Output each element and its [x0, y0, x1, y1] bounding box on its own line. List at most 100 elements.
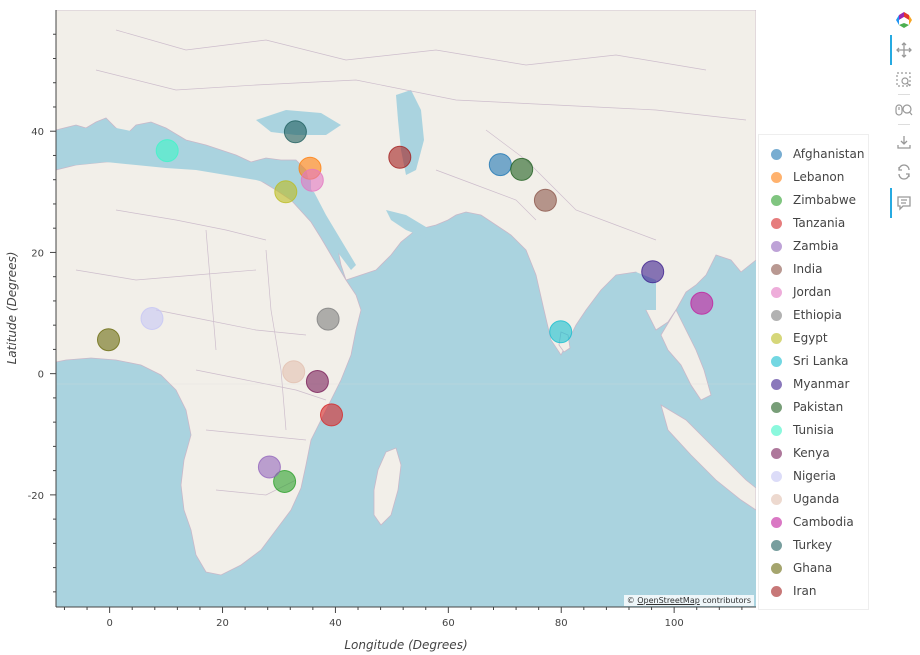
osm-link[interactable]: OpenStreetMap — [637, 596, 700, 605]
x-tick-label: 20 — [216, 618, 229, 629]
point-pakistan[interactable] — [510, 157, 534, 181]
legend-label: Kenya — [793, 446, 830, 460]
point-cambodia[interactable] — [690, 291, 714, 315]
legend-item-ethiopia[interactable]: Ethiopia — [771, 305, 842, 325]
map-plot-area[interactable]: © OpenStreetMap contributors — [56, 10, 756, 607]
legend-swatch — [771, 286, 782, 298]
legend-item-jordan[interactable]: Jordan — [771, 282, 831, 302]
pan-active-indicator — [890, 35, 892, 65]
point-myanmar[interactable] — [641, 260, 665, 284]
legend-swatch — [771, 217, 782, 229]
legend-swatch — [771, 562, 782, 574]
legend-label: Cambodia — [793, 515, 854, 529]
sea-mediterranean — [56, 128, 311, 195]
attribution-prefix: © — [626, 596, 638, 605]
point-iran[interactable] — [388, 145, 412, 169]
legend-label: India — [793, 262, 823, 276]
legend-swatch — [771, 585, 782, 597]
hover-tool-icon[interactable] — [894, 193, 914, 213]
x-tick-label: 0 — [106, 618, 112, 629]
land-sumatra — [660, 404, 756, 511]
legend-label: Pakistan — [793, 400, 844, 414]
legend-label: Uganda — [793, 492, 840, 506]
point-india[interactable] — [533, 188, 557, 212]
y-tick-label: -20 — [28, 491, 44, 502]
legend-swatch — [771, 355, 782, 367]
legend-item-sri-lanka[interactable]: Sri Lanka — [771, 351, 848, 371]
legend-label: Egypt — [793, 331, 828, 345]
pan-tool-icon[interactable] — [894, 40, 914, 60]
x-ticks: 0 20 40 60 80 100 — [63, 607, 743, 629]
legend-label: Tanzania — [793, 216, 846, 230]
legend-label: Afghanistan — [793, 147, 865, 161]
legend-item-ghana[interactable]: Ghana — [771, 558, 832, 578]
point-zimbabwe[interactable] — [273, 470, 297, 493]
points-layer — [97, 120, 714, 493]
legend-item-iran[interactable]: Iran — [771, 581, 816, 601]
legend-label: Jordan — [793, 285, 832, 299]
point-nigeria[interactable] — [140, 307, 164, 330]
legend-swatch — [771, 424, 782, 436]
legend-item-pakistan[interactable]: Pakistan — [771, 397, 843, 417]
legend-item-zimbabwe[interactable]: Zimbabwe — [771, 190, 856, 210]
legend-item-tanzania[interactable]: Tanzania — [771, 213, 845, 233]
point-jordan[interactable] — [300, 168, 324, 192]
y-tick-label: 20 — [31, 248, 44, 259]
legend-label: Sri Lanka — [793, 354, 849, 368]
point-kenya[interactable] — [305, 370, 329, 393]
point-ghana[interactable] — [97, 328, 120, 352]
legend-item-egypt[interactable]: Egypt — [771, 328, 828, 348]
point-tanzania[interactable] — [320, 403, 343, 427]
point-egypt[interactable] — [274, 180, 298, 204]
legend-item-turkey[interactable]: Turkey — [771, 535, 832, 555]
legend: Afghanistan Lebanon Zimbabwe Tanzania Zambia… — [758, 134, 869, 610]
y-axis-title: Latitude (Degrees) — [5, 252, 19, 365]
legend-item-zambia[interactable]: Zambia — [771, 236, 839, 256]
legend-label: Ethiopia — [793, 308, 842, 322]
legend-label: Ghana — [793, 561, 833, 575]
legend-swatch — [771, 493, 782, 505]
legend-swatch — [771, 263, 782, 275]
legend-item-tunisia[interactable]: Tunisia — [771, 420, 834, 440]
legend-label: Zimbabwe — [793, 193, 857, 207]
legend-label: Tunisia — [793, 423, 834, 437]
x-tick-label: 100 — [665, 618, 684, 629]
legend-item-india[interactable]: India — [771, 259, 822, 279]
hover-active-indicator — [890, 188, 892, 218]
bokeh-logo-icon[interactable] — [894, 10, 914, 30]
legend-item-lebanon[interactable]: Lebanon — [771, 167, 844, 187]
wheel-zoom-tool-icon[interactable] — [894, 100, 914, 120]
point-uganda[interactable] — [282, 360, 306, 384]
box-zoom-tool-icon[interactable] — [894, 70, 914, 90]
legend-swatch — [771, 194, 782, 206]
legend-label: Nigeria — [793, 469, 836, 483]
legend-item-nigeria[interactable]: Nigeria — [771, 466, 836, 486]
y-tick-label: 0 — [38, 370, 44, 381]
legend-label: Lebanon — [793, 170, 845, 184]
legend-item-cambodia[interactable]: Cambodia — [771, 512, 854, 532]
attribution-suffix: contributors — [699, 596, 751, 605]
x-tick-label: 40 — [329, 618, 342, 629]
legend-label: Zambia — [793, 239, 839, 253]
legend-swatch — [771, 148, 782, 160]
legend-item-myanmar[interactable]: Myanmar — [771, 374, 849, 394]
legend-swatch — [771, 516, 782, 528]
legend-swatch — [771, 171, 782, 183]
point-turkey[interactable] — [283, 120, 307, 144]
legend-swatch — [771, 332, 782, 344]
legend-label: Turkey — [793, 538, 833, 552]
land-malay — [660, 309, 712, 401]
y-tick-label: 40 — [31, 127, 44, 138]
toolbar — [888, 8, 920, 223]
point-zambia[interactable] — [257, 455, 281, 479]
legend-item-uganda[interactable]: Uganda — [771, 489, 839, 509]
legend-item-kenya[interactable]: Kenya — [771, 443, 830, 463]
save-tool-icon[interactable] — [894, 132, 914, 152]
map-attribution: © OpenStreetMap contributors — [623, 595, 754, 606]
point-sri-lanka[interactable] — [549, 320, 573, 344]
point-ethiopia[interactable] — [316, 307, 340, 331]
legend-item-afghanistan[interactable]: Afghanistan — [771, 144, 864, 164]
reset-tool-icon[interactable] — [894, 162, 914, 182]
point-tunisia[interactable] — [155, 139, 179, 163]
